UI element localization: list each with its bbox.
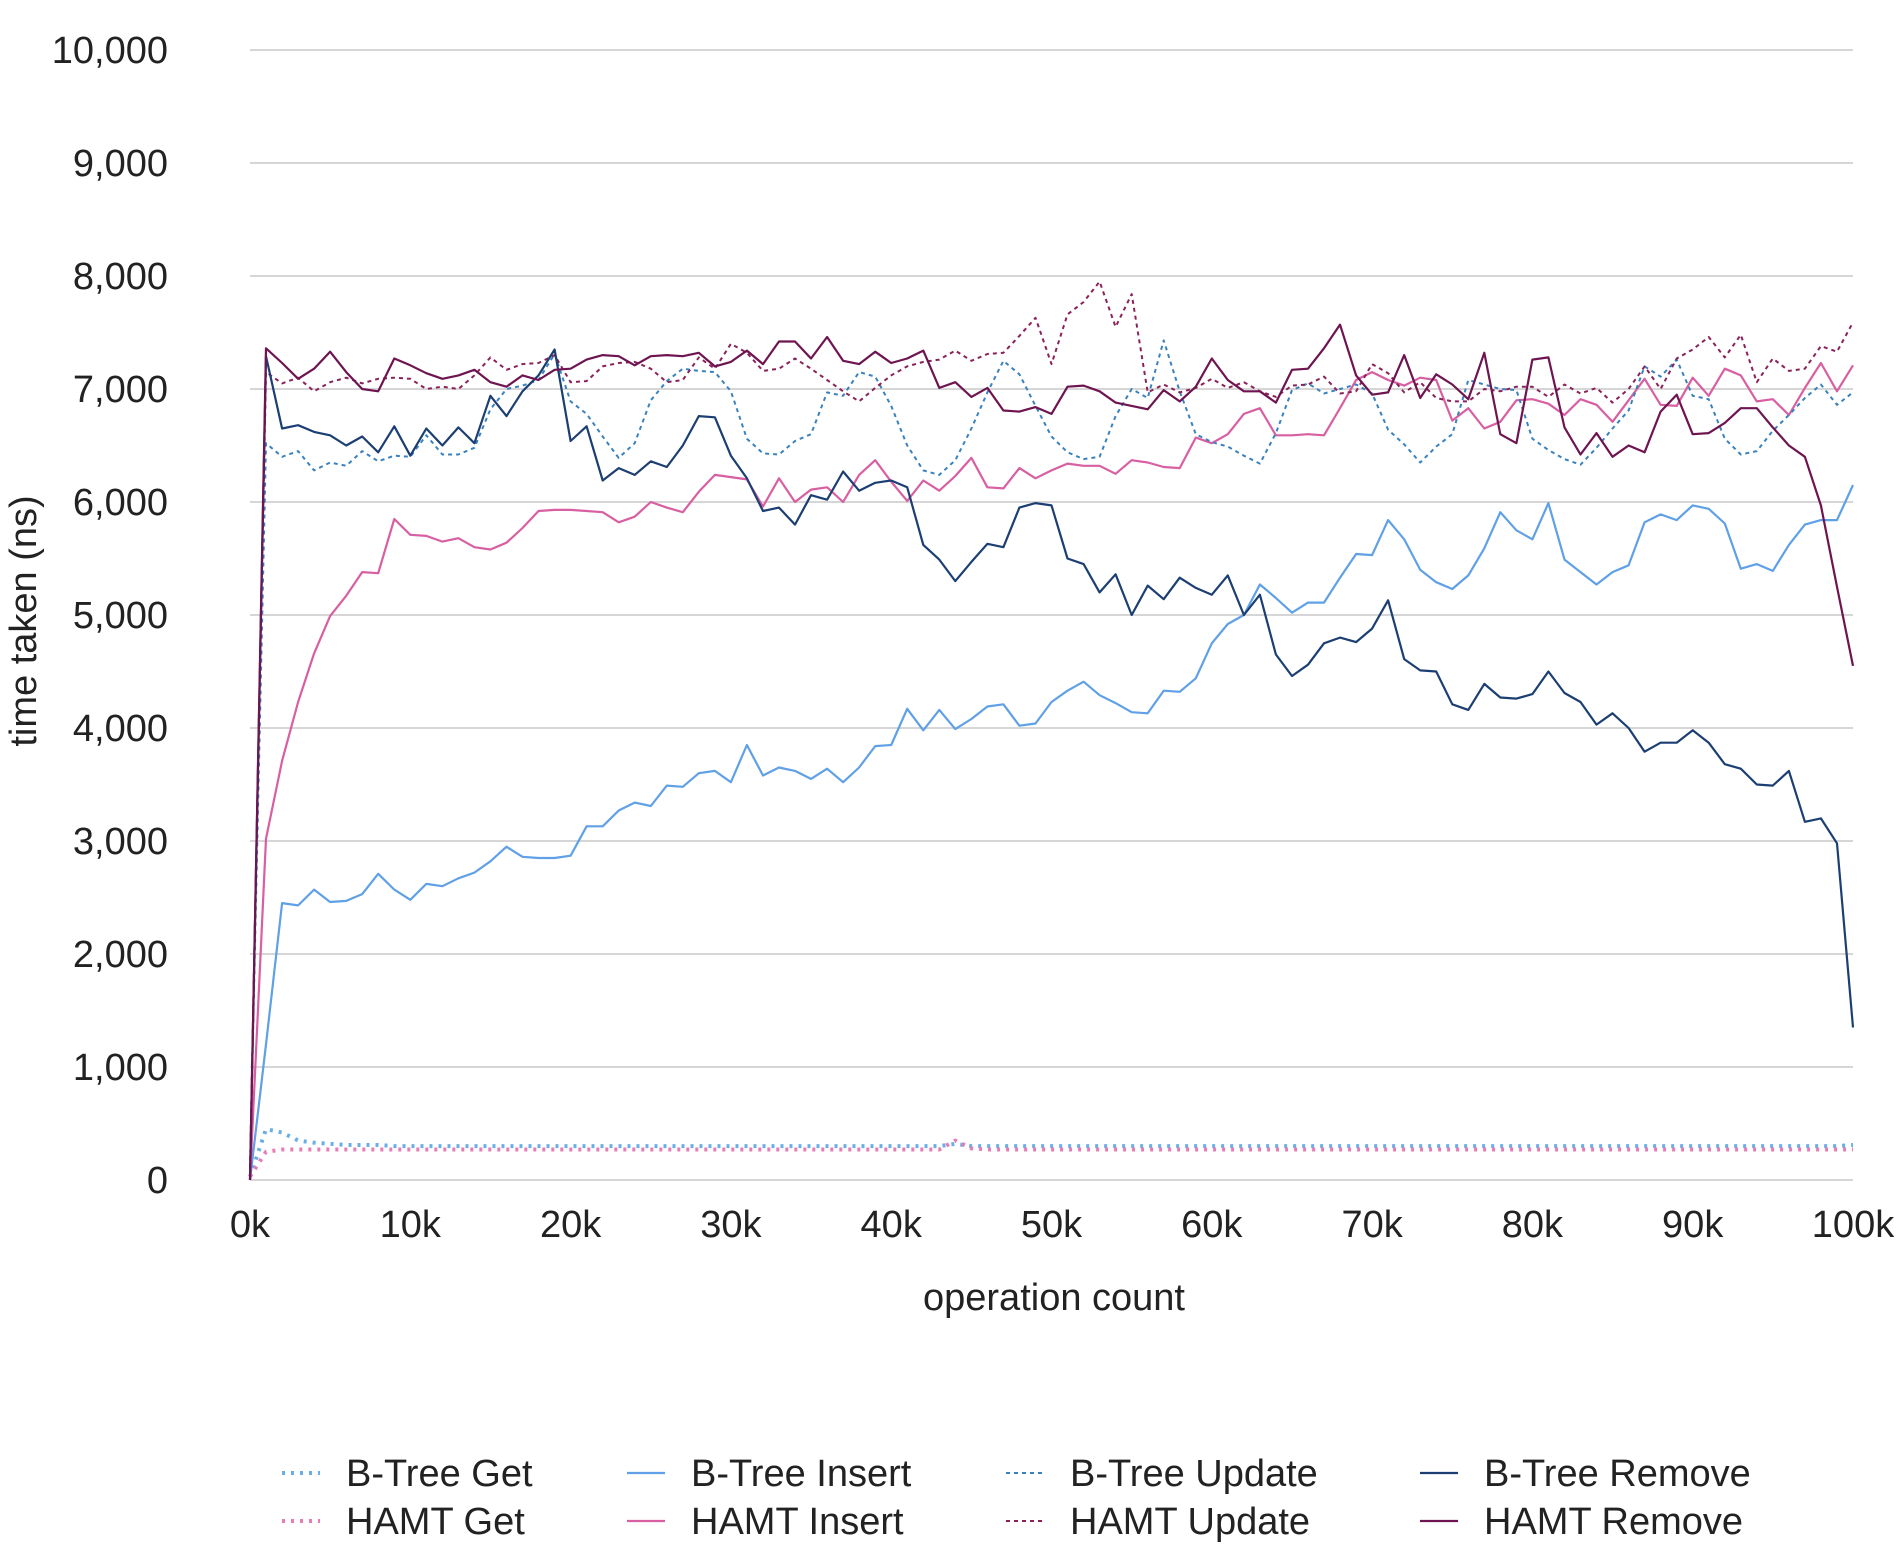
legend-label: HAMT Get [346, 1501, 525, 1543]
x-tick-label: 50k [1021, 1204, 1083, 1246]
gridlines [250, 49, 1853, 1181]
legend-label: HAMT Update [1070, 1501, 1310, 1543]
legend-item: B-Tree Remove [1420, 1453, 1751, 1495]
series-line-hamt-insert [248, 361, 1854, 1181]
legend-item: B-Tree Insert [627, 1453, 912, 1495]
y-tick-label: 8,000 [73, 256, 168, 298]
x-axis-title: operation count [923, 1277, 1185, 1319]
x-tick-label: 60k [1181, 1204, 1243, 1246]
legend-item: HAMT Insert [627, 1501, 904, 1543]
x-tick-label: 30k [700, 1204, 762, 1246]
legend-label: B-Tree Update [1070, 1453, 1318, 1495]
y-tick-label: 0 [147, 1160, 168, 1202]
legend-item: HAMT Update [1006, 1501, 1310, 1543]
legend-label: HAMT Remove [1484, 1501, 1743, 1543]
legend-label: B-Tree Remove [1484, 1453, 1751, 1495]
y-axis-title: time taken (ns) [3, 495, 45, 746]
legend-label: B-Tree Insert [691, 1453, 912, 1495]
x-tick-label: 10k [380, 1204, 442, 1246]
x-tick-label: 100k [1812, 1204, 1895, 1246]
y-tick-label: 10,000 [52, 30, 168, 72]
y-tick-label: 1,000 [73, 1047, 168, 1089]
legend: B-Tree Get B-Tree Insert B-Tree Update B-Tr… [282, 1453, 1751, 1543]
series-line-b-tree-get [248, 1127, 1854, 1178]
x-tick-label: 20k [540, 1204, 602, 1246]
series-line-hamt-get [248, 1138, 1853, 1178]
series-line-b-tree-remove [248, 348, 1855, 1181]
legend-item: HAMT Get [282, 1501, 525, 1543]
legend-label: B-Tree Get [346, 1453, 533, 1495]
legend-item: B-Tree Update [1006, 1453, 1318, 1495]
y-tick-label: 3,000 [73, 821, 168, 863]
series-line-hamt-remove [248, 323, 1855, 1181]
x-tick-label: 90k [1662, 1204, 1724, 1246]
series-line-b-tree-insert [248, 484, 1855, 1181]
x-tick-label: 0k [230, 1204, 271, 1246]
x-axis-tick-labels: 0k 10k 20k 30k 40k 50k 60k 70k 80k 90k 100k [230, 1204, 1895, 1246]
y-tick-label: 7,000 [73, 369, 168, 411]
y-tick-label: 9,000 [73, 143, 168, 185]
y-axis-tick-labels: 0 1,000 2,000 3,000 4,000 5,000 6,000 7,000 8,00… [52, 30, 168, 1202]
y-tick-label: 2,000 [73, 934, 168, 976]
x-tick-label: 40k [861, 1204, 923, 1246]
series-lines [248, 280, 1855, 1181]
y-tick-label: 6,000 [73, 482, 168, 524]
x-tick-label: 80k [1502, 1204, 1564, 1246]
y-tick-label: 4,000 [73, 708, 168, 750]
x-tick-label: 70k [1341, 1204, 1403, 1246]
legend-item: HAMT Remove [1420, 1501, 1743, 1543]
series-line-b-tree-update [249, 339, 1854, 1175]
legend-item: B-Tree Get [282, 1453, 533, 1495]
series-line-hamt-update [249, 280, 1854, 1169]
legend-label: HAMT Insert [691, 1501, 904, 1543]
y-tick-label: 5,000 [73, 595, 168, 637]
